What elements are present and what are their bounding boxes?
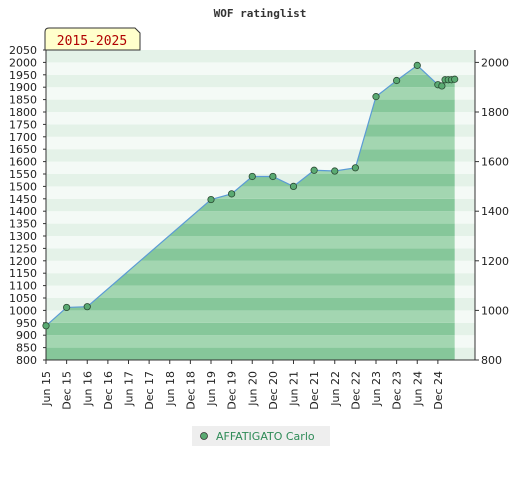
x-tick-label: Jun 23 — [370, 371, 383, 407]
period-badge: 2015-2025 — [44, 27, 141, 51]
x-tick-label: Jun 21 — [288, 371, 301, 407]
y-axis-right: 800 1000 1200 1400 1600 1800 2000 — [474, 50, 509, 367]
x-tick-label: Dec 16 — [102, 371, 115, 410]
x-tick-label: Jun 24 — [411, 371, 424, 407]
y-tick-label: 1600 — [9, 156, 37, 169]
x-tick-label: Dec 23 — [391, 371, 404, 410]
y-tick-label: 1950 — [9, 69, 37, 82]
chart-title: WOF ratinglist — [214, 7, 307, 20]
data-point[interactable] — [289, 182, 298, 190]
y-tick-label: 2050 — [9, 44, 37, 57]
period-label: 2015-2025 — [57, 34, 127, 49]
y-right-tick-label: 2000 — [481, 56, 509, 69]
y-right-tick-label: 1200 — [481, 255, 509, 268]
data-point[interactable] — [269, 172, 277, 181]
legend-label: AFFATIGATO Carlo — [216, 430, 315, 443]
y-tick-label: 1100 — [9, 280, 37, 293]
y-tick-label: 1800 — [9, 106, 37, 119]
y-tick-label: 1450 — [9, 193, 37, 206]
data-point[interactable] — [372, 93, 380, 101]
data-point[interactable] — [413, 61, 421, 69]
data-point[interactable] — [310, 166, 318, 174]
y-tick-label: 800 — [16, 354, 37, 367]
y-right-tick-label: 1400 — [481, 205, 509, 218]
x-tick-label: Dec 24 — [432, 371, 445, 410]
y-tick-label: 1850 — [9, 94, 37, 107]
y-tick-label: 850 — [16, 342, 37, 355]
x-tick-label: Jun 16 — [81, 371, 94, 407]
data-point[interactable] — [207, 195, 215, 204]
y-tick-label: 1350 — [9, 218, 37, 231]
y-tick-label: 1550 — [9, 168, 37, 181]
y-tick-label: 1150 — [9, 267, 37, 280]
x-tick-label: Dec 17 — [143, 371, 156, 410]
x-tick-label: Dec 20 — [267, 371, 280, 410]
y-tick-label: 1050 — [9, 292, 37, 305]
x-tick-label: Jun 17 — [123, 371, 136, 407]
y-tick-label: 1200 — [9, 255, 37, 268]
data-points — [42, 61, 459, 330]
x-tick-label: Jun 18 — [164, 371, 177, 407]
y-tick-label: 1500 — [9, 180, 37, 193]
data-point[interactable] — [63, 303, 71, 312]
y-axis-left: 8008509009501000105011001150120012501300… — [9, 44, 47, 367]
data-point[interactable] — [331, 167, 339, 175]
y-tick-label: 1400 — [9, 205, 37, 218]
data-point[interactable] — [228, 190, 236, 198]
x-tick-label: Dec 19 — [226, 371, 239, 410]
x-tick-label: Jun 20 — [246, 371, 259, 407]
data-point[interactable] — [451, 75, 459, 83]
y-right-tick-label: 1800 — [481, 106, 509, 119]
y-tick-label: 1700 — [9, 131, 37, 144]
x-tick-label: Jun 22 — [329, 371, 342, 407]
y-tick-label: 900 — [16, 329, 37, 342]
y-tick-label: 1750 — [9, 118, 37, 131]
y-right-tick-label: 1000 — [481, 304, 509, 317]
x-tick-label: Jun 15 — [40, 371, 53, 407]
y-tick-label: 1300 — [9, 230, 37, 243]
y-tick-label: 1650 — [9, 143, 37, 156]
data-point[interactable] — [42, 322, 50, 330]
y-right-tick-label: 800 — [481, 354, 502, 367]
data-point[interactable] — [438, 82, 446, 90]
y-tick-label: 1900 — [9, 81, 37, 94]
legend-marker-icon — [200, 432, 208, 440]
y-tick-label: 2000 — [9, 56, 37, 69]
y-tick-label: 1250 — [9, 242, 37, 255]
legend[interactable]: AFFATIGATO Carlo — [192, 426, 330, 446]
y-right-tick-label: 1600 — [481, 156, 509, 169]
x-tick-label: Dec 15 — [61, 371, 74, 410]
y-tick-label: 950 — [16, 317, 37, 330]
x-tick-label: Dec 21 — [308, 371, 321, 410]
data-point[interactable] — [351, 164, 359, 172]
x-tick-label: Dec 22 — [349, 371, 362, 410]
data-point[interactable] — [83, 303, 91, 311]
y-tick-label: 1000 — [9, 304, 37, 317]
data-point[interactable] — [393, 76, 401, 85]
x-axis: Jun 15 Dec 15 Jun 16 Dec 16 Jun 17 Dec 17 Jun … — [40, 359, 475, 410]
x-tick-label: Dec 18 — [184, 371, 197, 410]
data-point[interactable] — [248, 172, 256, 181]
x-tick-label: Jun 19 — [205, 371, 218, 407]
